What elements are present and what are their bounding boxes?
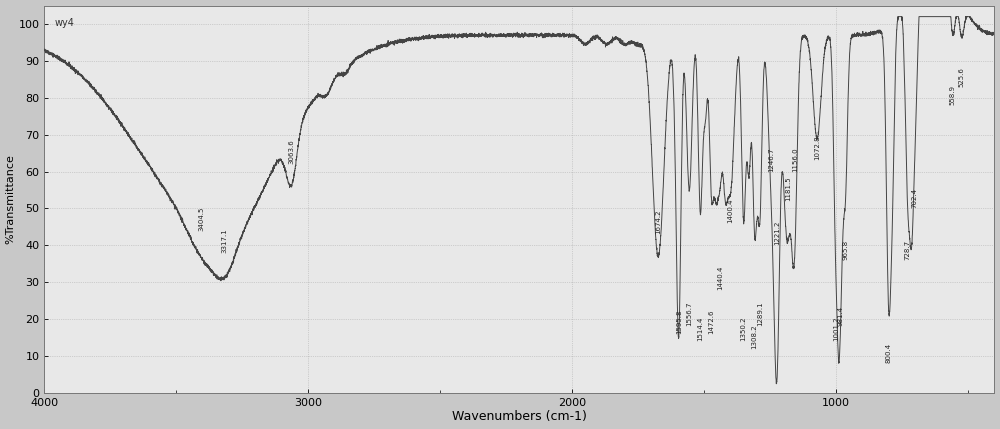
Text: 1001.2: 1001.2 [833,317,839,341]
Text: 3063.6: 3063.6 [288,139,294,164]
Text: 558.9: 558.9 [950,85,956,105]
Text: 1072.8: 1072.8 [814,136,820,160]
Text: 1181.5: 1181.5 [785,176,791,201]
Text: 800.4: 800.4 [886,343,892,363]
Text: 1221.2: 1221.2 [775,221,781,245]
Text: 702.4: 702.4 [912,188,918,208]
Text: 1350.2: 1350.2 [741,317,747,341]
Text: 1246.7: 1246.7 [768,147,774,172]
Text: 981.4: 981.4 [838,306,844,326]
X-axis label: Wavenumbers (cm-1): Wavenumbers (cm-1) [452,411,587,423]
Text: 1289.1: 1289.1 [757,302,763,326]
Text: 525.6: 525.6 [958,67,964,87]
Text: 1440.4: 1440.4 [717,265,723,290]
Text: 1400.4: 1400.4 [727,199,733,223]
Text: wy4: wy4 [55,18,75,28]
Text: 1514.4: 1514.4 [697,317,703,341]
Text: 1472.6: 1472.6 [708,309,714,334]
Text: 1595.8: 1595.8 [676,309,682,334]
Text: 1556.7: 1556.7 [686,302,692,326]
Text: 1156.0: 1156.0 [792,147,798,172]
Text: 3404.5: 3404.5 [198,206,204,230]
Text: 1308.2: 1308.2 [752,324,758,348]
Y-axis label: %Transmittance: %Transmittance [6,154,16,244]
Text: 728.7: 728.7 [905,240,911,260]
Text: 965.8: 965.8 [842,240,848,260]
Text: 3317.1: 3317.1 [221,228,227,253]
Text: 1674.2: 1674.2 [655,210,661,234]
